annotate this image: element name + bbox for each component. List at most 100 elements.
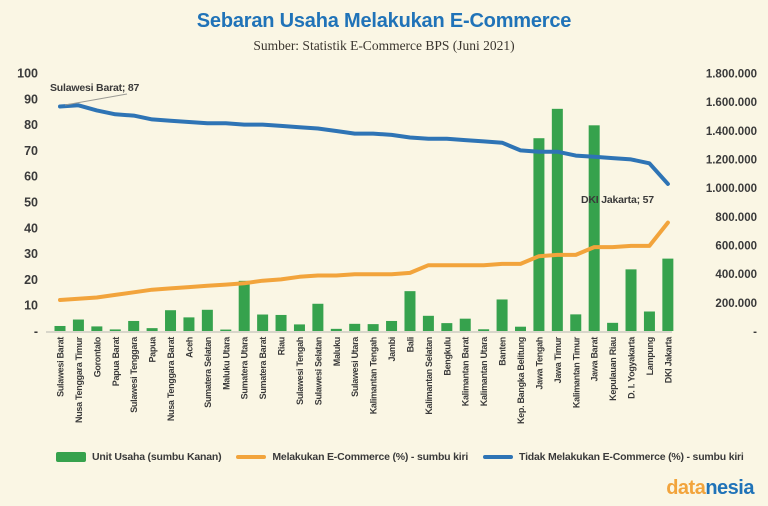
bar-Maluku: [330, 328, 342, 331]
legend-item-melakukan: Melakukan E-Commerce (%) - sumbu kiri: [236, 451, 468, 463]
left-axis-tick: 20: [24, 273, 38, 287]
bar-Maluku Utara: [220, 329, 232, 331]
orange-line-swatch-icon: [236, 455, 267, 459]
x-axis-label-Lampung: Lampung: [645, 337, 655, 375]
bar-Kalimantan Utara: [478, 329, 490, 331]
x-axis-label-Jawa Timur: Jawa Timur: [553, 336, 563, 383]
chart-header: Sebaran Usaha Melakukan E-Commerce Sumbe…: [0, 0, 768, 54]
legend-item-unit-usaha: Unit Usaha (sumbu Kanan): [56, 451, 222, 463]
annotation-leader-line: [64, 93, 128, 106]
x-axis-label-Kalimantan Barat: Kalimantan Barat: [461, 337, 471, 407]
x-axis-label-Jawa Barat: Jawa Barat: [590, 337, 600, 382]
x-axis-label-Kalimantan Tengah: Kalimantan Tengah: [369, 337, 379, 414]
legend-item-tidak-melakukan: Tidak Melakukan E-Commerce (%) - sumbu k…: [483, 451, 744, 463]
bar-Jawa Tengah: [533, 138, 545, 331]
annotation-label: DKI Jakarta; 57: [581, 194, 654, 206]
bar-Papua: [146, 328, 158, 331]
x-axis-label-Sumatera Utara: Sumatera Utara: [240, 336, 250, 400]
legend-label: Melakukan E-Commerce (%) - sumbu kiri: [272, 451, 469, 463]
left-axis-tick: 80: [24, 118, 38, 132]
x-axis-label-Riau: Riau: [277, 337, 287, 355]
x-axis-label-Sumatera Selatan: Sumatera Selatan: [203, 337, 213, 408]
bar-Kepulauan Riau: [607, 322, 619, 331]
right-axis-tick: 1.000.000: [706, 183, 757, 195]
bar-Sumatera Barat: [257, 314, 269, 331]
x-axis-label-Bali: Bali: [405, 337, 415, 352]
bar-Sulawesi Tenggara: [128, 320, 140, 331]
right-axis-tick: 200.000: [715, 298, 757, 310]
bar-Kep. Bangka Belitung: [515, 326, 526, 331]
logo-text-nesia: nesia: [705, 477, 754, 499]
x-axis-label-Kep. Bangka Belitung: Kep. Bangka Belitung: [516, 337, 526, 424]
right-axis-tick: 1.400.000: [706, 126, 757, 138]
left-axis-tick: 90: [24, 92, 38, 106]
x-axis-label-Maluku: Maluku: [332, 337, 342, 366]
bar-Jawa Timur: [551, 108, 563, 331]
line-Tidak Melakukan E-Commerce (%) - sumbu kiri: [58, 103, 670, 186]
right-axis-tick: -: [753, 327, 757, 339]
left-axis-tick: 40: [24, 221, 38, 235]
left-axis-tick: 50: [24, 196, 38, 210]
right-axis-tick: 400.000: [715, 269, 757, 281]
x-axis-label-Nusa Tenggara Timur: Nusa Tenggara Timur: [74, 336, 84, 423]
bar-Jambi: [386, 320, 398, 331]
datanesia-logo: datanesia: [666, 477, 754, 500]
bar-D. I. Yogyakarta: [625, 269, 637, 331]
bar-Sulawesi Tengah: [293, 324, 305, 331]
left-axis-tick: 100: [17, 67, 38, 81]
bar-Kalimantan Timur: [570, 314, 582, 331]
bar-Kalimantan Tengah: [367, 324, 379, 331]
line-Melakukan E-Commerce (%) - sumbu kiri: [58, 220, 670, 302]
chart-title: Sebaran Usaha Melakukan E-Commerce: [196, 10, 572, 32]
x-axis-label-Bengkulu: Bengkulu: [442, 337, 452, 376]
x-axis-label-Sulawesi Selatan: Sulawesi Selatan: [313, 337, 323, 405]
x-axis-label-DKI Jakarta: DKI Jakarta: [663, 336, 673, 384]
x-axis-label-Kalimantan Selatan: Kalimantan Selatan: [424, 337, 434, 415]
bar-Jawa Barat: [588, 125, 600, 331]
bar-Papua Barat: [109, 329, 121, 331]
bar-Sulawesi Utara: [349, 323, 361, 331]
left-axis-tick: -: [34, 325, 38, 339]
x-axis-label-Nusa Tenggara Barat: Nusa Tenggara Barat: [166, 337, 176, 421]
bar-Banten: [496, 299, 508, 331]
x-axis-label-Papua: Papua: [148, 336, 158, 363]
right-axis-tick: 800.000: [715, 212, 757, 224]
x-axis-label-Sulawesi Tenggara: Sulawesi Tenggara: [129, 336, 139, 413]
right-axis-tick: 1.800.000: [706, 69, 757, 81]
bar-Kalimantan Barat: [459, 318, 471, 331]
x-axis-label-D. I. Yogyakarta: D. I. Yogyakarta: [627, 336, 637, 399]
annotation-label: Sulawesi Barat; 87: [50, 82, 140, 94]
blue-line-swatch-icon: [483, 455, 514, 459]
legend-label: Tidak Melakukan E-Commerce (%) - sumbu k…: [519, 451, 744, 463]
bar-Bengkulu: [441, 323, 453, 331]
right-axis-tick: 1.600.000: [706, 97, 757, 109]
bar-DKI Jakarta: [662, 258, 674, 331]
x-axis-label-Aceh: Aceh: [184, 337, 194, 358]
x-axis-label-Maluku Utara: Maluku Utara: [221, 336, 231, 390]
legend-label: Unit Usaha (sumbu Kanan): [92, 451, 222, 463]
bar-Sulawesi Barat: [54, 325, 66, 331]
x-axis-label-Kepulauan Riau: Kepulauan Riau: [608, 337, 618, 401]
x-axis-label-Sulawesi Utara: Sulawesi Utara: [350, 336, 360, 397]
bar-Nusa Tenggara Barat: [165, 310, 177, 331]
chart-plot-area: 100 90 80 70 60 50 40 30 20 10 - 1.800.000 1.600.000…: [17, 67, 757, 425]
bar-Riau: [275, 314, 287, 331]
bar-Sumatera Utara: [238, 280, 250, 331]
right-axis-tick: 600.000: [715, 241, 757, 253]
x-axis-label-Gorontalo: Gorontalo: [92, 336, 102, 377]
right-axis-tick: 1.200.000: [706, 155, 757, 167]
x-axis-label-Sumatera Barat: Sumatera Barat: [258, 337, 268, 400]
x-axis-label-Jambi: Jambi: [387, 337, 397, 362]
left-axis-tick: 70: [24, 144, 38, 158]
left-axis-tick: 10: [24, 299, 38, 313]
green-bar-swatch-icon: [56, 452, 86, 462]
chart-subtitle: Sumber: Statistik E-Commerce BPS (Juni 2…: [253, 38, 515, 53]
x-axis-label-Papua Barat: Papua Barat: [111, 337, 121, 387]
x-axis-label-Kalimantan Timur: Kalimantan Timur: [571, 336, 581, 408]
bar-Aceh: [183, 317, 195, 331]
bar-Kalimantan Selatan: [422, 315, 434, 331]
x-axis-label-Sulawesi Barat: Sulawesi Barat: [56, 337, 66, 397]
chart-legend: Unit Usaha (sumbu Kanan) Melakukan E-Com…: [56, 451, 744, 463]
logo-text-data: data: [666, 477, 706, 499]
bar-Sulawesi Selatan: [312, 303, 324, 331]
